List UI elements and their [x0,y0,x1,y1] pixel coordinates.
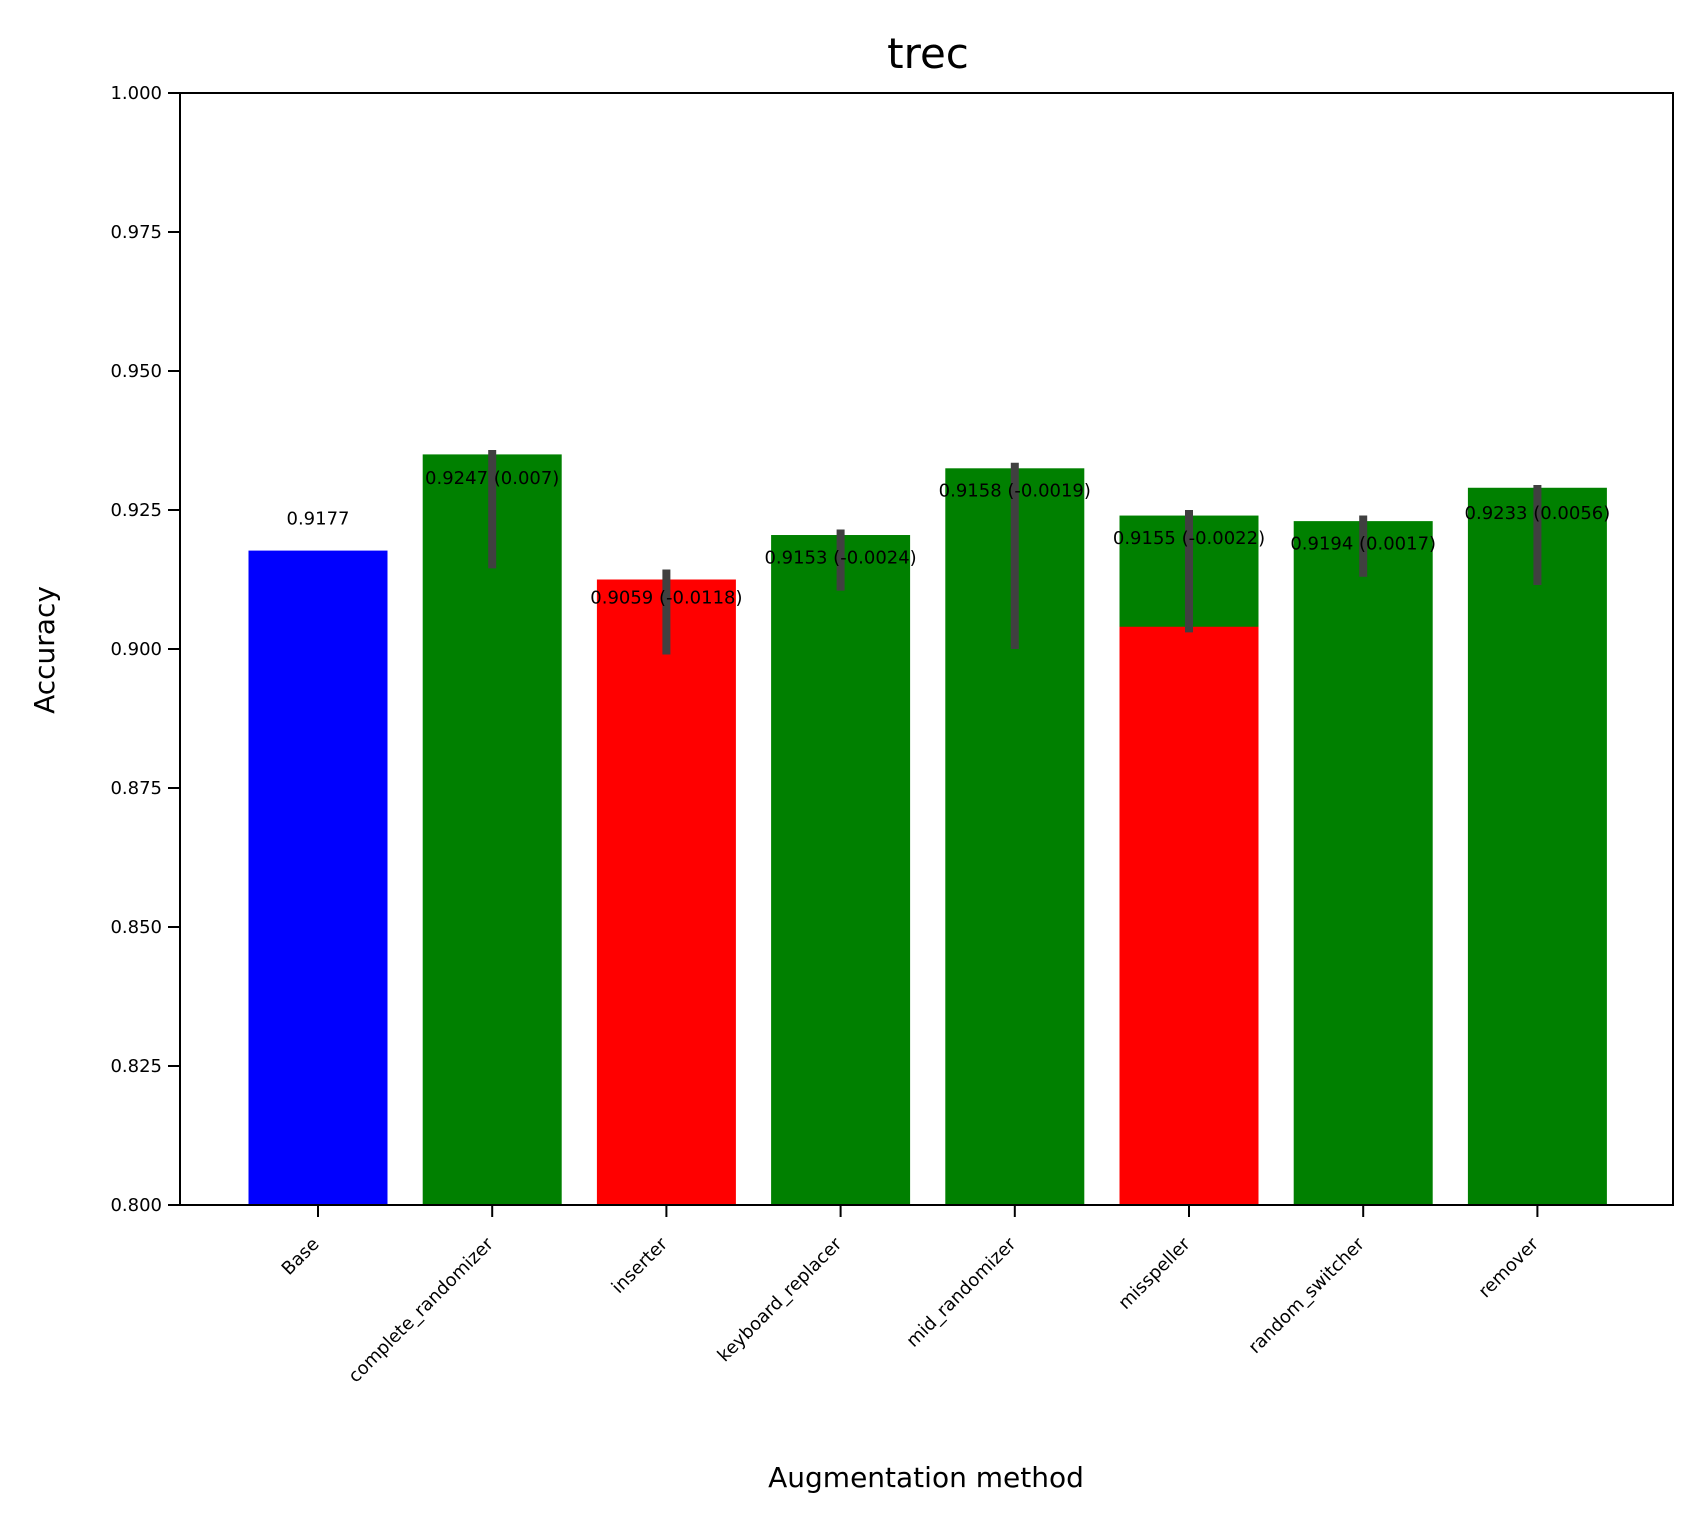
bar-value-label-remover: 0.9233 (0.0056) [1465,503,1611,524]
x-tick-label: inserter [608,1233,673,1298]
bar-inserter [596,579,736,1205]
x-tick-label: Base [278,1234,324,1280]
plot-frame [179,92,1674,1206]
x-axis-label: Augmentation method [768,1461,1084,1494]
bar-value-label-keyboard_replacer: 0.9153 (-0.0024) [764,547,916,568]
y-tick-label: 0.800 [110,1195,162,1216]
y-tick-label: 0.950 [110,361,162,382]
bar-value-label-mid_randomizer: 0.9158 (-0.0019) [939,481,1091,502]
bar-value-label-random_switcher: 0.9194 (0.0017) [1290,534,1436,555]
bar-value-label-complete_randomizer: 0.9247 (0.007) [425,468,559,489]
bar-value-label-misspeller: 0.9155 (-0.0022) [1113,528,1265,549]
x-axis: Base complete_randomizer inserter keyboard_… [278,1205,1544,1387]
bar-Base [248,550,388,1205]
x-tick-label: misspeller [1114,1233,1195,1314]
bars-layer [248,454,1607,1205]
x-tick-label: remover [1475,1233,1544,1302]
x-tick-label: mid_randomizer [902,1233,1020,1351]
bar-labels-layer: 0.9177 0.9247 (0.007) 0.9059 (-0.0118) 0.91… [287,468,1611,609]
y-tick-label: 0.925 [110,500,162,521]
y-tick-label: 0.875 [110,778,162,799]
x-tick-label: keyboard_replacer [714,1233,847,1366]
y-tick-label: 1.000 [110,83,162,104]
bar-value-label-Base: 0.9177 [287,509,350,530]
y-tick-label: 0.975 [110,222,162,243]
y-axis-label: Accuracy [28,586,61,714]
y-axis: 0.800 0.825 0.850 0.875 0.900 0.925 0.950 0.975… [110,83,180,1216]
y-tick-label: 0.850 [110,917,162,938]
bar-complete_randomizer [422,454,562,1205]
chart-title: trec [887,29,969,78]
bar-remover [1467,487,1607,1205]
bar-random_switcher [1293,521,1433,1205]
x-tick-label: random_switcher [1244,1233,1369,1358]
y-tick-label: 0.825 [110,1056,162,1077]
bar-keyboard_replacer [771,535,911,1205]
x-tick-label: complete_randomizer [344,1233,498,1387]
bar-value-label-inserter: 0.9059 (-0.0118) [590,587,742,608]
bar-overlay-misspeller [1119,626,1259,1205]
y-tick-label: 0.900 [110,639,162,660]
error-bars-layer [488,449,1542,655]
